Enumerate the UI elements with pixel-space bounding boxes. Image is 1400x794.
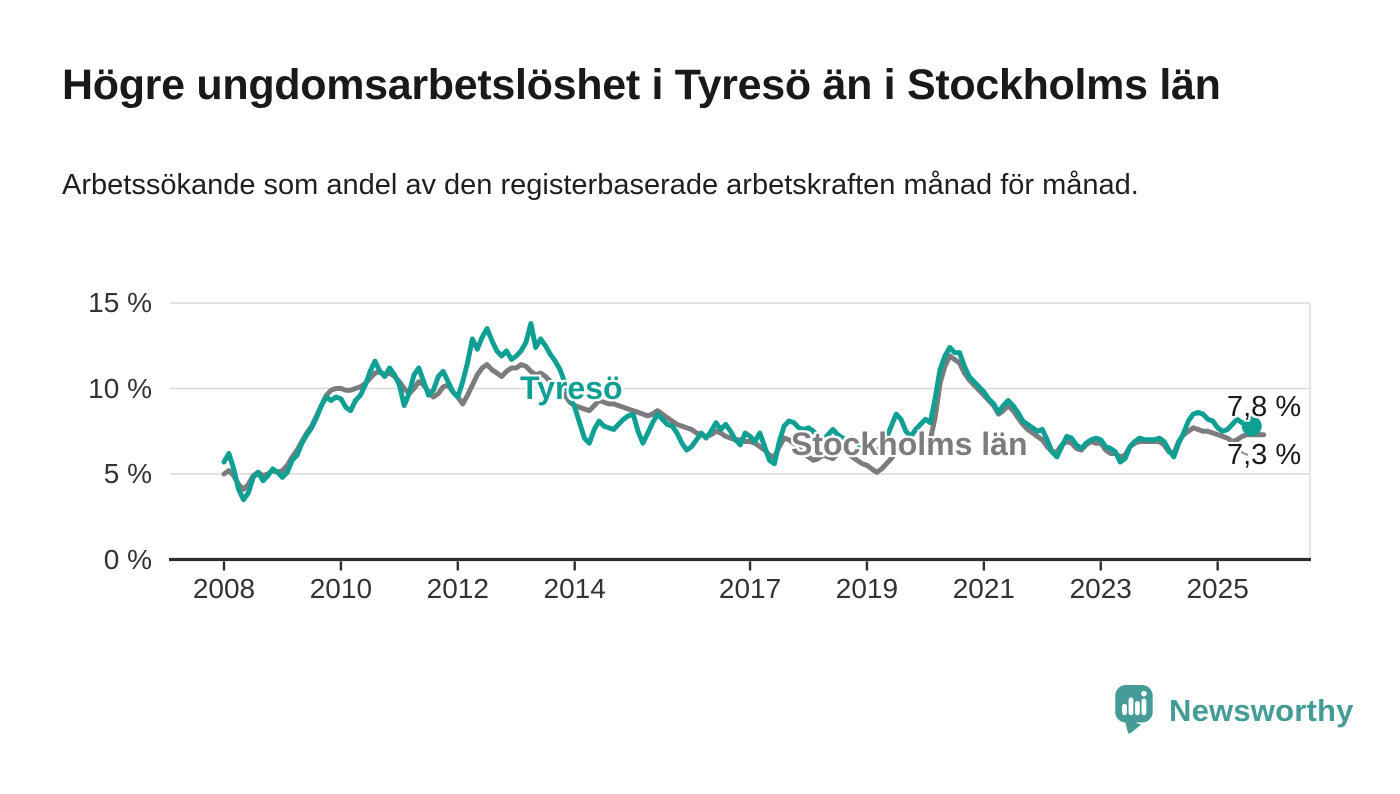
label-leader-line	[1230, 438, 1249, 456]
x-axis-tick-label: 2017	[718, 573, 782, 604]
x-axis-tick-label: 2014	[543, 573, 606, 604]
end-value-label-tyreso: 7,8 %	[1227, 391, 1302, 423]
y-axis-tick-label: 10 %	[88, 372, 152, 404]
x-axis-tick-label: 2012	[426, 573, 489, 604]
end-value-label-stockholms-lan: 7,3 %	[1227, 439, 1302, 471]
y-axis-tick-label: 0 %	[103, 543, 152, 575]
series-end-dot-tyreso	[1241, 416, 1262, 437]
x-axis-tick-label: 2008	[192, 573, 256, 604]
y-axis-tick-label: 15 %	[88, 287, 152, 318]
newsworthy-logo-icon	[1115, 685, 1153, 734]
page-title: Högre ungdomsarbetslöshet i Tyresö än i …	[62, 61, 1221, 109]
series-label-stockholms-lan: Stockholms län	[791, 426, 1028, 462]
newsworthy-logo-text: Newsworthy	[1169, 693, 1354, 728]
x-axis-tick-label: 2010	[309, 573, 373, 604]
x-axis-tick-label: 2023	[1069, 573, 1132, 604]
page-subtitle: Arbetssökande som andel av den registerb…	[62, 169, 1139, 201]
x-axis-tick-label: 2025	[1186, 573, 1249, 604]
y-axis-tick-label: 5 %	[103, 458, 152, 489]
newsworthy-logo: Newsworthy	[1114, 684, 1354, 736]
x-axis-tick-label: 2019	[835, 573, 899, 604]
series-line-tyreso	[221, 321, 1255, 503]
x-axis-tick-label: 2021	[952, 573, 1015, 604]
series-label-tyreso: Tyresö	[520, 370, 623, 406]
series-line-stockholms-lan	[221, 353, 1267, 492]
